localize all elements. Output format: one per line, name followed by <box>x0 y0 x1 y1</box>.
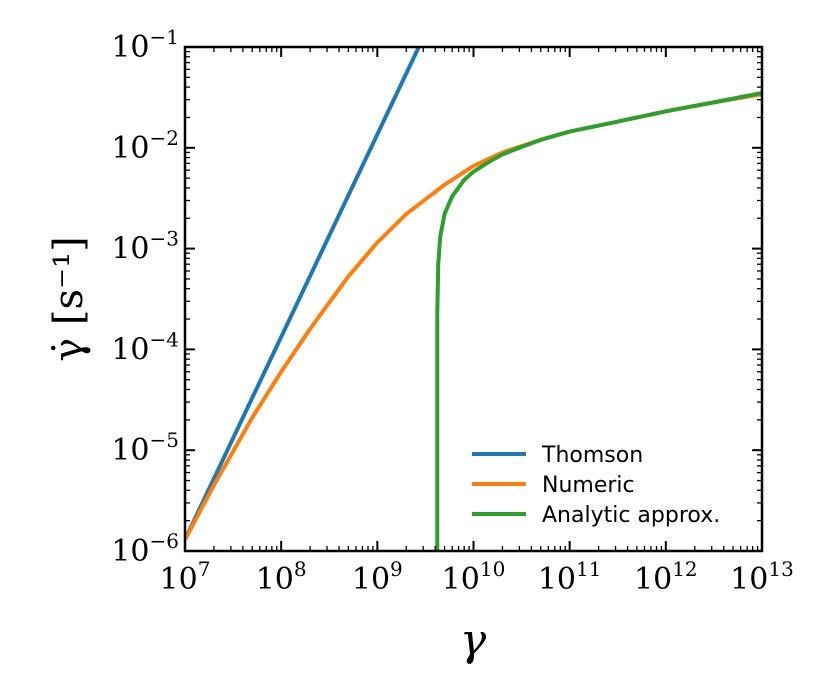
y-tick-label: 10−1 <box>111 25 179 65</box>
y-tick-labels: 10−6 10−5 10−4 10−3 10−2 10−1 <box>111 25 179 569</box>
legend: Thomson Numeric Analytic approx. <box>472 443 720 528</box>
y-tick-label: 10−5 <box>111 428 179 468</box>
y-tick-label: 10−3 <box>111 227 179 267</box>
x-tick-label: 107 <box>160 557 211 597</box>
x-tick-label: 109 <box>352 557 403 597</box>
plot-frame <box>183 45 764 553</box>
y-axis-label: γ̇ [s⁻¹] <box>46 236 92 362</box>
x-tick-label: 1012 <box>634 557 698 597</box>
series-line-thomson <box>185 47 421 541</box>
ticks-layer <box>184 46 763 552</box>
y-tick-label: 10−4 <box>111 327 179 367</box>
legend-label: Thomson <box>541 443 643 468</box>
legend-label: Numeric <box>542 473 635 498</box>
x-tick-label: 1010 <box>442 557 506 597</box>
y-tick-label: 10−2 <box>111 126 179 166</box>
series-layer <box>185 47 762 551</box>
x-tick-labels: 107 108 109 1010 1011 1012 1013 <box>160 557 794 597</box>
x-tick-label: 108 <box>256 557 307 597</box>
series-line-analytic-approx <box>435 90 762 551</box>
x-tick-label: 1011 <box>538 557 602 597</box>
x-axis-label: γ <box>460 615 487 666</box>
x-tick-label: 1013 <box>730 557 794 597</box>
legend-label: Analytic approx. <box>542 503 720 528</box>
series-line-numeric <box>185 92 762 541</box>
y-tick-label: 10−6 <box>111 529 179 569</box>
